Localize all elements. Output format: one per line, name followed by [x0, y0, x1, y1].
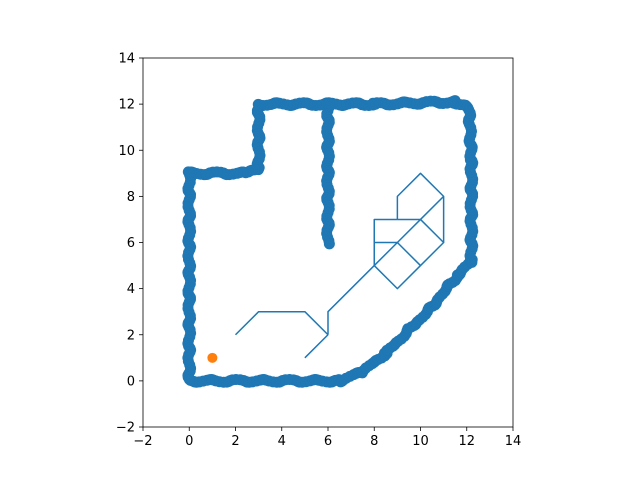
start-point-layer: [207, 352, 218, 363]
y-tick-label: 2: [127, 328, 135, 343]
y-axis-ticks: −2 0 2 4 6 8 10 12 14: [116, 52, 143, 436]
x-tick-label: 6: [324, 434, 332, 449]
y-tick-label: 14: [118, 52, 135, 67]
path-segment: [234, 310, 329, 336]
path-segment: [397, 195, 445, 221]
x-tick-label: −2: [133, 434, 152, 449]
x-tick-label: 0: [185, 434, 193, 449]
y-tick-label: −2: [116, 421, 135, 436]
y-tick-label: 12: [118, 98, 135, 113]
planned-path-layer: [234, 172, 445, 359]
y-tick-label: 0: [127, 374, 135, 389]
x-tick-label: 14: [505, 434, 522, 449]
obstacle-scatter-layer: [182, 95, 479, 388]
path-segment: [304, 334, 329, 359]
x-tick-label: 12: [458, 434, 475, 449]
y-tick-label: 6: [127, 236, 135, 251]
path-segment: [373, 218, 445, 290]
y-tick-label: 4: [127, 282, 135, 297]
x-tick-label: 4: [278, 434, 286, 449]
start-point: [207, 352, 218, 363]
y-tick-label: 10: [118, 144, 135, 159]
obstacle-point: [323, 238, 335, 250]
y-tick-label: 8: [127, 190, 135, 205]
x-tick-label: 2: [231, 434, 239, 449]
x-tick-label: 10: [412, 434, 429, 449]
path-segment: [396, 172, 445, 243]
path-segment: [373, 218, 398, 266]
x-tick-label: 8: [370, 434, 378, 449]
obstacle-point: [183, 374, 195, 386]
path-segment: [327, 265, 375, 335]
x-axis-ticks: −2 0 2 4 6 8 10 12 14: [133, 427, 521, 449]
